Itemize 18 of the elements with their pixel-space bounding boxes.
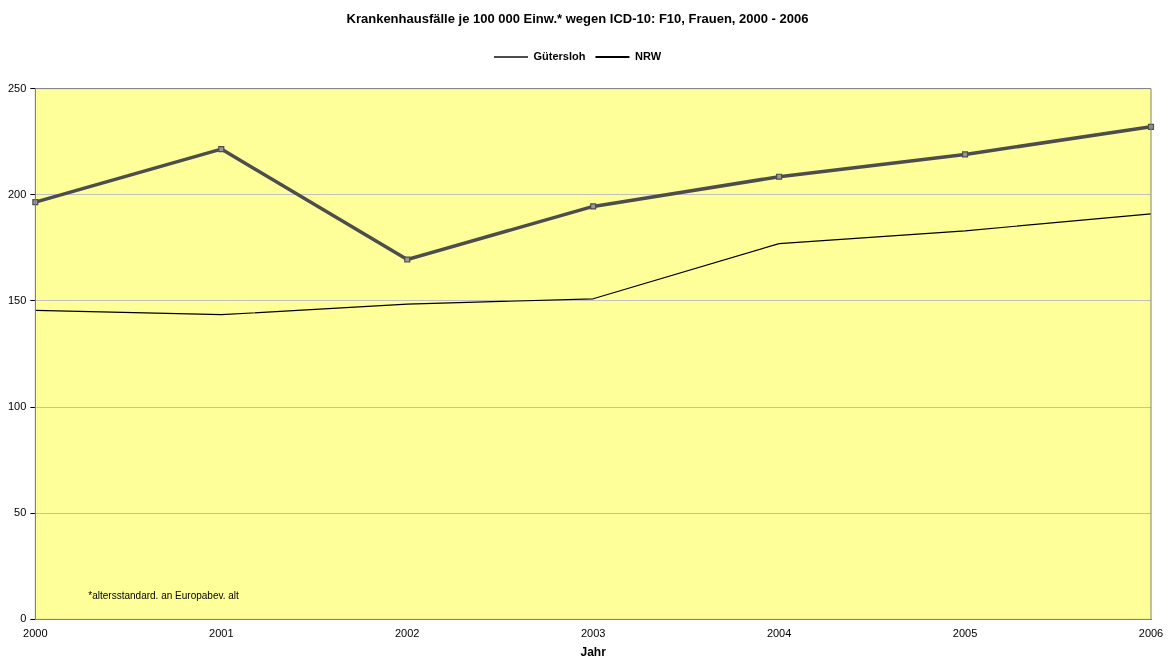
chart-title: Krankenhausfälle je 100 000 Einw.* wegen ICD-10: F10, Frauen, 2000 - 2006 [346,11,809,27]
legend-label: NRW [634,50,662,63]
x-tick-label: 2000 [23,627,48,640]
annotation: *altersstandard. an Europabev. alt [88,590,240,602]
y-tick-label: 150 [7,293,27,306]
y-tick-label: 100 [7,400,27,413]
x-tick-label: 2004 [766,627,792,640]
x-tick-label: 2003 [580,627,606,640]
x-axis-title: Jahr [580,645,607,660]
y-tick-label: 50 [14,506,27,519]
y-tick-label: 0 [20,612,27,625]
x-tick-label: 2006 [1138,627,1164,640]
x-tick-label: 2002 [394,627,420,640]
y-tick-label: 200 [7,187,27,200]
legend-label: Gütersloh [533,50,586,63]
x-tick-label: 2005 [952,627,978,640]
x-tick-label: 2001 [209,627,234,640]
y-tick-label: 250 [7,81,27,94]
